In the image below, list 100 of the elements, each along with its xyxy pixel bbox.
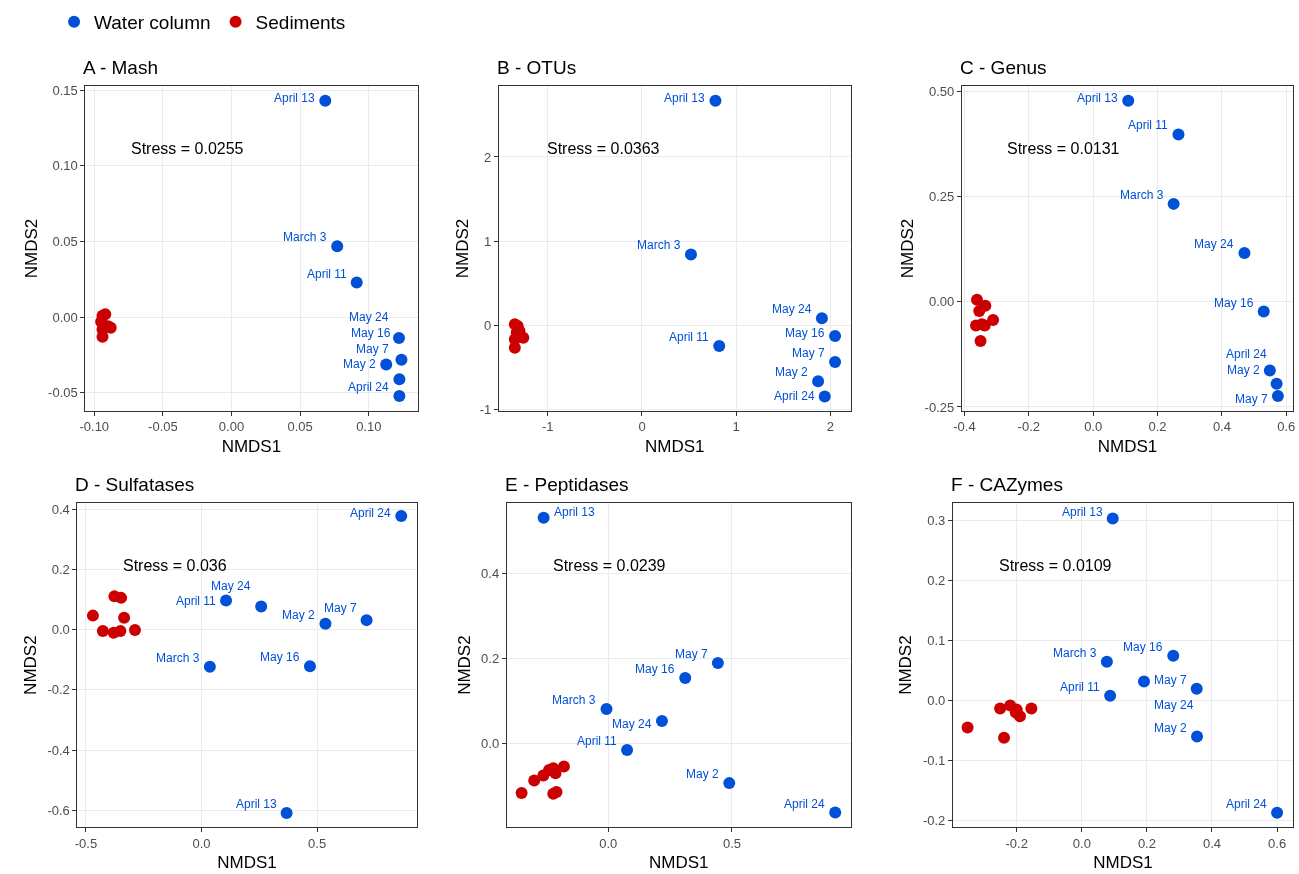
y-tick-label: 0.0 bbox=[481, 736, 500, 752]
annotation: Stress = 0.0239 bbox=[553, 557, 666, 574]
point bbox=[360, 614, 373, 627]
point bbox=[961, 721, 974, 734]
point bbox=[528, 774, 541, 787]
point bbox=[1238, 247, 1251, 260]
point bbox=[1257, 305, 1270, 318]
x-tick-label: 0.6 bbox=[1268, 836, 1287, 852]
data-label: April 11 bbox=[1060, 680, 1101, 694]
y-tick-label: 0.15 bbox=[52, 82, 78, 98]
x-tick-label: -0.5 bbox=[74, 836, 98, 852]
data-label: April 24 bbox=[350, 506, 392, 520]
point bbox=[557, 760, 570, 773]
point bbox=[255, 600, 268, 613]
data-label: May 16 bbox=[260, 650, 300, 664]
y-tick-label: 0.0 bbox=[51, 622, 70, 638]
point bbox=[1190, 682, 1203, 695]
y-tick-label: 1 bbox=[483, 233, 492, 249]
y-tick-label: -0.2 bbox=[922, 813, 946, 829]
data-label: April 24 bbox=[1226, 797, 1268, 811]
data-label: May 2 bbox=[775, 365, 808, 379]
legend-label: Water column bbox=[94, 12, 211, 34]
x-axis-title: NMDS1 bbox=[1097, 436, 1158, 456]
y-tick-label: -0.6 bbox=[47, 802, 70, 818]
point bbox=[280, 806, 293, 819]
point bbox=[96, 624, 109, 637]
data-label: March 3 bbox=[637, 238, 681, 252]
y-axis-title: NMDS2 bbox=[453, 218, 473, 279]
point bbox=[812, 375, 825, 388]
data-label: April 13 bbox=[1062, 505, 1104, 519]
y-tick-label: -0.1 bbox=[922, 753, 946, 769]
point bbox=[128, 624, 141, 637]
x-tick-label: -0.4 bbox=[953, 419, 976, 435]
y-tick-label: 0.2 bbox=[481, 651, 500, 667]
data-label: May 24 bbox=[211, 579, 251, 593]
point bbox=[114, 624, 127, 637]
x-tick-label: 0.5 bbox=[722, 836, 742, 852]
point bbox=[1191, 730, 1204, 743]
data-label: April 11 bbox=[307, 267, 348, 281]
point bbox=[818, 390, 831, 403]
data-label: May 24 bbox=[1194, 237, 1234, 251]
point bbox=[1271, 390, 1284, 403]
data-label: May 7 bbox=[1154, 673, 1187, 687]
data-label: March 3 bbox=[1053, 646, 1097, 660]
data-label: March 3 bbox=[552, 693, 596, 707]
data-label: May 7 bbox=[675, 647, 708, 661]
point bbox=[115, 591, 128, 604]
x-tick-label: 0.5 bbox=[308, 836, 327, 852]
point bbox=[655, 714, 668, 727]
y-tick-label: 0.2 bbox=[51, 562, 70, 578]
chart-title: A - Mash bbox=[83, 57, 158, 78]
data-label: March 3 bbox=[156, 651, 200, 665]
point bbox=[987, 313, 1000, 326]
data-label: April 13 bbox=[1077, 91, 1119, 105]
data-label: May 16 bbox=[351, 326, 391, 340]
y-tick-label: -0.2 bbox=[47, 682, 70, 698]
data-label: May 24 bbox=[349, 310, 389, 324]
point bbox=[1167, 649, 1180, 662]
point bbox=[1167, 197, 1180, 210]
y-axis-title: NMDS2 bbox=[896, 635, 916, 695]
y-tick-label: 0.4 bbox=[481, 566, 500, 582]
data-label: April 13 bbox=[664, 91, 706, 105]
data-label: May 16 bbox=[1123, 640, 1163, 654]
data-label: May 7 bbox=[356, 342, 389, 356]
point bbox=[395, 353, 408, 366]
point bbox=[1104, 689, 1117, 702]
y-axis-title: NMDS2 bbox=[20, 635, 40, 695]
data-label: April 24 bbox=[784, 797, 826, 811]
data-label: April 13 bbox=[274, 91, 316, 105]
x-tick-label: 0.0 bbox=[192, 836, 211, 852]
y-tick-label: 0.4 bbox=[51, 501, 70, 517]
x-tick-label: 0.2 bbox=[1148, 419, 1167, 435]
y-tick-label: 0.50 bbox=[928, 84, 955, 100]
y-tick-label: 0.00 bbox=[52, 309, 78, 325]
x-tick-label: 0.05 bbox=[287, 419, 313, 435]
y-tick-label: 0.1 bbox=[927, 633, 946, 649]
data-label: April 13 bbox=[554, 505, 596, 519]
x-axis-title: NMDS1 bbox=[1093, 853, 1153, 873]
annotation: Stress = 0.0255 bbox=[131, 140, 244, 157]
data-label: May 16 bbox=[635, 662, 675, 676]
point bbox=[829, 329, 842, 342]
point bbox=[319, 617, 332, 630]
y-tick-label: 0.10 bbox=[52, 158, 78, 174]
data-label: May 2 bbox=[686, 767, 719, 781]
x-tick-label: 0.0 bbox=[599, 836, 618, 852]
data-label: May 2 bbox=[343, 357, 376, 371]
point bbox=[319, 94, 332, 107]
annotation: Stress = 0.036 bbox=[123, 557, 227, 574]
data-label: March 3 bbox=[283, 230, 327, 244]
x-tick-label: 1 bbox=[732, 419, 740, 435]
point bbox=[829, 806, 842, 819]
x-tick-label: -0.05 bbox=[148, 419, 178, 435]
point bbox=[303, 660, 316, 673]
x-tick-label: -1 bbox=[542, 419, 554, 435]
x-tick-label: 0.00 bbox=[218, 419, 245, 435]
data-label: April 13 bbox=[236, 797, 278, 811]
data-label: May 2 bbox=[1227, 363, 1260, 377]
point bbox=[621, 743, 634, 756]
point bbox=[679, 671, 692, 684]
y-tick-label: -0.4 bbox=[47, 742, 70, 758]
